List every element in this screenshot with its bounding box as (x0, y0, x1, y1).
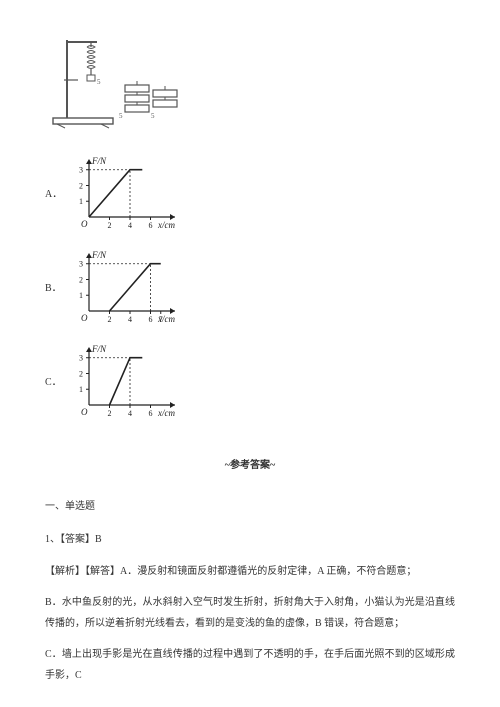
svg-text:x/cm: x/cm (157, 220, 175, 230)
svg-text:4: 4 (128, 221, 132, 230)
svg-text:4: 4 (128, 315, 132, 324)
svg-text:1: 1 (79, 291, 83, 300)
explanation-c: C．墙上出现手影是光在直线传播的过程中遇到了不透明的手，在手后面光照不到的区域形… (45, 644, 455, 686)
svg-text:F/N: F/N (91, 344, 107, 354)
option-a-label: A． (45, 185, 69, 204)
svg-text:2: 2 (79, 275, 83, 284)
q1-answer: 1、【答案】B (45, 530, 455, 549)
option-a-row: A． 1 2 3 2 4 6 O F/N x/cm (45, 155, 455, 233)
option-b-row: B． 1232467OF/Nx/cm (45, 249, 455, 327)
svg-text:5: 5 (97, 78, 101, 86)
option-b-label: B． (45, 279, 69, 298)
explanation-a: 【解析】【解答】A．漫反射和镜面反射都遵循光的反射定律，A 正确，不符合题意； (45, 561, 455, 582)
svg-text:x/cm: x/cm (157, 314, 175, 324)
svg-text:2: 2 (79, 181, 83, 190)
answers-heading: ~参考答案~ (45, 456, 455, 475)
svg-text:6: 6 (149, 409, 153, 418)
svg-text:6: 6 (149, 221, 153, 230)
svg-text:1: 1 (79, 385, 83, 394)
svg-text:2: 2 (108, 409, 112, 418)
svg-text:3: 3 (79, 354, 83, 363)
chart-a: 1 2 3 2 4 6 O F/N x/cm (69, 155, 179, 233)
chart-c: 1 2 3 2 4 6 O F/N x/cm (69, 343, 179, 421)
apparatus-figure: 5 5 5 (45, 30, 455, 137)
svg-text:F/N: F/N (91, 250, 107, 260)
explanation-b: B．水中鱼反射的光，从水斜射入空气时发生折射，折射角大于入射角，小猫认为光是沿直… (45, 592, 455, 634)
svg-text:2: 2 (108, 221, 112, 230)
chart-b: 1232467OF/Nx/cm (69, 249, 179, 327)
svg-text:6: 6 (149, 315, 153, 324)
svg-text:O: O (81, 313, 88, 323)
svg-text:3: 3 (79, 166, 83, 175)
svg-text:5: 5 (151, 112, 155, 120)
svg-text:1: 1 (79, 197, 83, 206)
section-single-choice: 一、单选题 (45, 497, 455, 516)
option-c-label: C． (45, 373, 69, 392)
svg-text:x/cm: x/cm (157, 408, 175, 418)
svg-text:2: 2 (108, 315, 112, 324)
option-c-row: C． 1 2 3 2 4 6 O F/N x/cm (45, 343, 455, 421)
apparatus-svg: 5 5 5 (45, 30, 195, 130)
svg-text:3: 3 (79, 260, 83, 269)
svg-text:4: 4 (128, 409, 132, 418)
svg-text:O: O (81, 407, 88, 417)
svg-text:5: 5 (119, 112, 123, 120)
svg-text:O: O (81, 219, 88, 229)
svg-text:F/N: F/N (91, 156, 107, 166)
svg-text:2: 2 (79, 369, 83, 378)
